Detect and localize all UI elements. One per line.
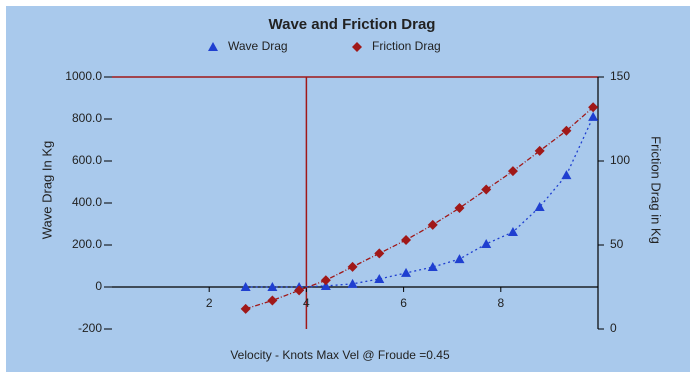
x-tick-label: 2 [206, 296, 213, 310]
y-tick-label: 600.0 [72, 153, 102, 167]
data-point [454, 254, 465, 264]
data-point [561, 170, 572, 180]
legend-label: Wave Drag [228, 39, 288, 53]
data-point [588, 102, 599, 113]
legend-marker [352, 42, 362, 52]
data-point [454, 203, 465, 214]
data-point [347, 261, 358, 272]
y2-tick-label: 0 [610, 321, 617, 335]
data-point [401, 234, 412, 245]
data-point [240, 303, 251, 314]
data-point [320, 275, 331, 286]
legend-marker [208, 42, 218, 51]
data-point [427, 262, 438, 272]
data-point [427, 219, 438, 230]
data-point [294, 285, 305, 296]
x-axis-title: Velocity - Knots Max Vel @ Froude =0.45 [230, 348, 450, 362]
data-point [401, 267, 412, 277]
data-point [588, 111, 599, 121]
x-tick-label: 4 [303, 296, 310, 310]
chart-background [6, 6, 690, 372]
data-point [534, 145, 545, 156]
legend-label: Friction Drag [372, 39, 441, 53]
series-line [245, 106, 594, 310]
data-point [481, 184, 492, 195]
y-tick-label: 1000.0 [65, 69, 102, 83]
data-point [347, 278, 358, 288]
data-point [320, 280, 331, 290]
data-point [507, 166, 518, 177]
y2-tick-label: 50 [610, 237, 624, 251]
x-tick-label: 8 [497, 296, 504, 310]
data-point [534, 201, 545, 211]
data-point [561, 125, 572, 136]
y-tick-label: 200.0 [72, 237, 102, 251]
x-tick-label: 6 [400, 296, 407, 310]
data-point [507, 226, 518, 236]
y-tick-label: -200 [78, 321, 102, 335]
y-tick-label: 0 [95, 279, 102, 293]
y2-axis-title: Friction Drag in Kg [649, 136, 664, 244]
data-point [374, 274, 385, 284]
y-tick-label: 400.0 [72, 195, 102, 209]
data-point [240, 282, 251, 291]
y-tick-label: 800.0 [72, 111, 102, 125]
y-axis-title: Wave Drag In Kg [39, 141, 54, 240]
series-line [245, 116, 594, 288]
y2-tick-label: 150 [610, 69, 630, 83]
chart-title: Wave and Friction Drag [269, 16, 436, 33]
data-point [481, 238, 492, 248]
data-point [267, 282, 278, 291]
data-point [267, 295, 278, 306]
data-point [374, 248, 385, 259]
y2-tick-label: 100 [610, 153, 630, 167]
